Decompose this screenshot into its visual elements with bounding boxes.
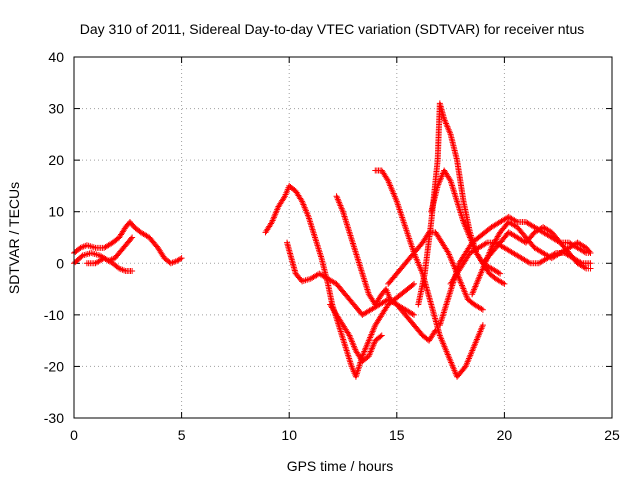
data-point xyxy=(479,322,486,329)
x-axis-label: GPS time / hours xyxy=(287,458,394,474)
x-tick-label: 0 xyxy=(70,427,78,443)
data-point xyxy=(525,259,532,266)
chart-title: Day 310 of 2011, Sidereal Day-to-day VTE… xyxy=(80,21,584,37)
data-point xyxy=(482,240,489,247)
y-tick-label: -20 xyxy=(44,358,64,374)
axis-ticks: 0 5 10 15 20 25 -30 -20 -10 0 10 20 30 40 xyxy=(44,49,620,443)
y-tick-label: 30 xyxy=(48,101,64,117)
data-points xyxy=(71,100,594,380)
data-point xyxy=(409,310,416,317)
data-point xyxy=(497,270,504,277)
x-tick-label: 15 xyxy=(389,427,405,443)
data-point xyxy=(345,331,352,338)
y-tick-label: 0 xyxy=(56,255,64,271)
y-tick-label: -10 xyxy=(44,307,64,323)
data-point xyxy=(587,249,594,256)
x-tick-label: 5 xyxy=(178,427,186,443)
x-tick-label: 10 xyxy=(281,427,297,443)
y-tick-label: 20 xyxy=(48,152,64,168)
data-point xyxy=(411,311,418,318)
data-point xyxy=(478,305,485,312)
data-point xyxy=(581,264,588,271)
x-tick-label: 25 xyxy=(604,427,620,443)
data-point xyxy=(411,280,418,287)
data-point xyxy=(495,269,502,276)
data-point xyxy=(378,332,385,339)
data-point xyxy=(499,280,506,287)
data-point xyxy=(431,328,438,335)
data-point xyxy=(384,176,391,183)
x-tick-label: 20 xyxy=(497,427,513,443)
data-point xyxy=(129,268,136,275)
data-point xyxy=(177,255,184,262)
data-point xyxy=(587,265,594,272)
plot-frame xyxy=(73,56,613,419)
y-tick-label: 40 xyxy=(48,49,64,65)
data-point xyxy=(409,281,416,288)
data-point xyxy=(587,260,594,267)
data-point xyxy=(178,255,185,262)
data-point xyxy=(501,280,508,287)
y-tick-label: -30 xyxy=(44,410,64,426)
data-point xyxy=(586,248,593,255)
data-point xyxy=(479,306,486,313)
data-point xyxy=(298,196,305,203)
data-point xyxy=(377,333,384,340)
data-point xyxy=(512,218,519,225)
data-point xyxy=(129,234,136,241)
data-point xyxy=(128,235,135,242)
data-point xyxy=(446,176,453,183)
data-point xyxy=(444,248,451,255)
data-point xyxy=(268,220,275,227)
y-tick-label: 10 xyxy=(48,204,64,220)
data-point xyxy=(280,194,287,201)
y-axis-label: SDTVAR / TECUs xyxy=(6,182,22,294)
